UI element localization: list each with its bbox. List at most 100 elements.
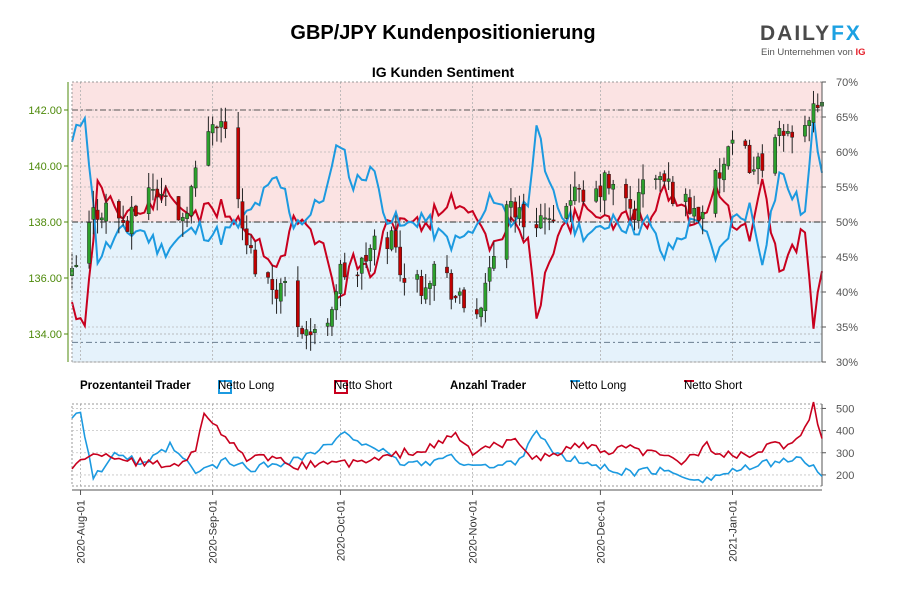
logo-wordmark: DAILYFX [760, 22, 862, 46]
candle-up [219, 121, 223, 128]
candle-down [223, 121, 228, 130]
logo-word-b: FX [831, 22, 862, 45]
legend-count-header: Anzahl Trader [450, 380, 527, 392]
candle-down [453, 295, 458, 299]
candle-up [722, 163, 726, 181]
candle-down [163, 195, 168, 197]
candle-up [594, 188, 598, 202]
candle-up [104, 202, 108, 222]
candle-down [296, 280, 300, 327]
candle-up [304, 329, 309, 336]
legend-pct-short-label: Netto Short [334, 380, 393, 392]
candle-up [543, 217, 547, 220]
candle-up [692, 208, 697, 217]
candle-up [517, 207, 522, 219]
candle-down [577, 188, 581, 190]
legend-count-long-label: Netto Long [570, 380, 627, 392]
candle-up [700, 211, 705, 220]
count-tick-label: 500 [836, 403, 854, 415]
candle-down [240, 201, 245, 229]
candle-down [688, 197, 692, 214]
candle-down [607, 174, 611, 189]
pct-tick-label: 30% [836, 357, 858, 369]
pct-tick-label: 70% [836, 77, 858, 89]
candle-up [602, 172, 607, 201]
x-tick-label: 2020-Sep-01 [208, 500, 220, 564]
legend: Prozentanteil Trader Netto Long Netto Sh… [0, 380, 900, 396]
candle-down [342, 262, 347, 278]
chart-subtitle: IG Kunden Sentiment [371, 64, 515, 80]
candle-down [671, 181, 675, 205]
candle-down [270, 279, 275, 290]
candle-down [176, 196, 181, 221]
candle-up [726, 146, 731, 167]
candle-up [636, 192, 641, 222]
candle-down [125, 220, 130, 232]
candle-up [572, 186, 577, 202]
candle-down [253, 249, 258, 275]
candle-up [564, 205, 569, 219]
candle-down [117, 201, 121, 219]
price-tick-label: 138.00 [28, 217, 62, 229]
candle-down [274, 289, 279, 299]
legend-swatch-long-box [218, 380, 232, 394]
candle-up [713, 170, 718, 214]
candle-up [487, 267, 492, 282]
candle-up [547, 218, 552, 220]
candle-up [457, 291, 462, 296]
candle-up [773, 137, 777, 174]
net-short-pct-line [71, 177, 823, 329]
candle-up [423, 287, 428, 300]
chart-title: GBP/JPY Kundenpositionierung [290, 22, 596, 44]
candle-up [129, 206, 134, 235]
candle-down [394, 230, 398, 248]
candle-down [236, 127, 241, 200]
candle-up [389, 230, 394, 250]
candle-down [662, 173, 667, 182]
price-tick-label: 134.00 [28, 329, 62, 341]
candle-up [428, 283, 432, 289]
candle-up [538, 215, 543, 229]
net-long-count-line [71, 411, 823, 484]
candle-up [483, 282, 488, 312]
pct-tick-label: 55% [836, 182, 858, 194]
candle-up [777, 128, 782, 136]
candle-up [189, 186, 194, 216]
candle-up [334, 291, 339, 311]
candle-down [308, 331, 313, 336]
candle-up [730, 139, 735, 144]
candle-up [74, 264, 79, 267]
candle-up [206, 131, 211, 166]
candle-up [283, 280, 287, 283]
price-tick-label: 136.00 [28, 273, 62, 285]
candle-up [811, 103, 816, 123]
candle-down [244, 228, 249, 246]
dailyfx-logo[interactable]: DAILYFX Ein Unternehmen von IG [760, 22, 870, 62]
x-tick-label: 2021-Jan-01 [728, 500, 740, 562]
candle-down [781, 130, 786, 136]
x-tick-label: 2020-Nov-01 [468, 500, 480, 564]
x-tick-label: 2020-Oct-01 [335, 500, 347, 561]
candle-up [278, 283, 283, 302]
candle-down [402, 278, 407, 283]
candle-down [398, 246, 402, 276]
candle-down [815, 104, 820, 108]
candle-down [215, 126, 219, 129]
candle-up [325, 322, 330, 327]
candle-up [151, 189, 155, 191]
candle-up [641, 179, 645, 195]
candle-up [91, 207, 96, 220]
candle-up [415, 274, 420, 280]
candle-up [479, 307, 483, 318]
sub-plot-frame [71, 403, 823, 487]
candle-up [193, 167, 198, 189]
candle-down [364, 254, 368, 262]
candle-down [581, 189, 586, 202]
candle-up [372, 235, 377, 250]
candle-down [551, 219, 556, 222]
pct-tick-label: 60% [836, 147, 858, 159]
candle-down [632, 209, 637, 221]
candle-up [146, 187, 151, 214]
candle-up [359, 257, 364, 274]
